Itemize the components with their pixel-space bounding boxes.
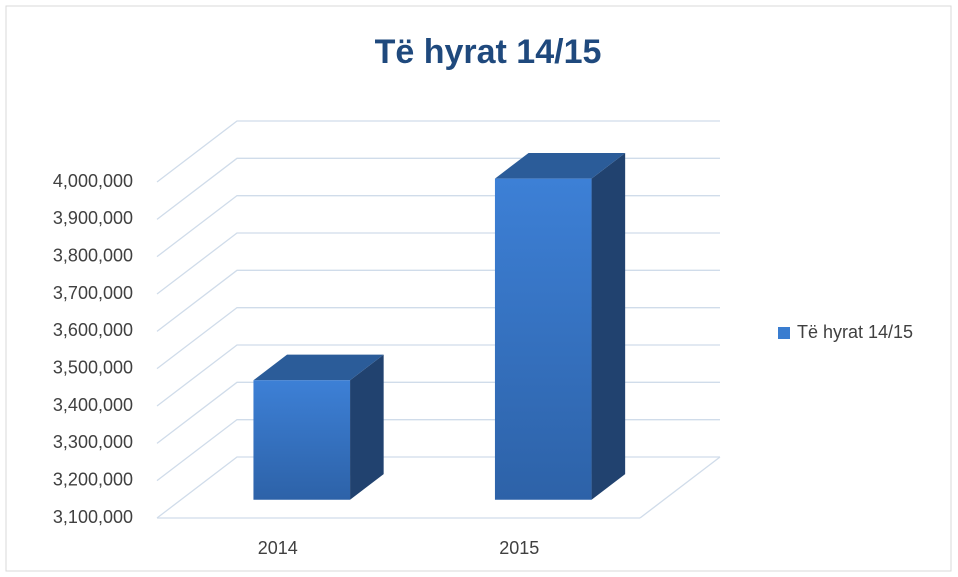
y-tick-label: 3,700,000 — [53, 283, 133, 303]
y-tick-label: 3,600,000 — [53, 320, 133, 340]
y-tick-label: 3,200,000 — [53, 469, 133, 489]
chart-frame — [5, 5, 952, 572]
y-tick-label: 3,900,000 — [53, 208, 133, 228]
y-tick-label: 4,000,000 — [53, 171, 133, 191]
bar-side — [591, 153, 626, 500]
legend-label: Të hyrat 14/15 — [797, 322, 913, 342]
floor-right — [639, 456, 721, 519]
bar-top — [253, 354, 384, 381]
bar — [253, 354, 384, 500]
x-tick-label: 2014 — [258, 538, 298, 558]
y-tick-label: 3,300,000 — [53, 432, 133, 452]
grid-line — [156, 120, 720, 183]
bar-side — [350, 354, 384, 500]
x-tick-label: 2015 — [499, 538, 539, 558]
chart-title: Të hyrat 14/15 — [375, 33, 602, 71]
bar-top — [494, 153, 626, 179]
y-tick-label: 3,400,000 — [53, 395, 133, 415]
bar — [494, 153, 626, 500]
bar-front — [253, 380, 351, 500]
legend-marker — [778, 327, 790, 339]
y-tick-label: 3,800,000 — [53, 245, 133, 265]
y-tick-label: 3,500,000 — [53, 357, 133, 377]
y-tick-label: 3,100,000 — [53, 507, 133, 527]
bar-front — [494, 178, 592, 500]
